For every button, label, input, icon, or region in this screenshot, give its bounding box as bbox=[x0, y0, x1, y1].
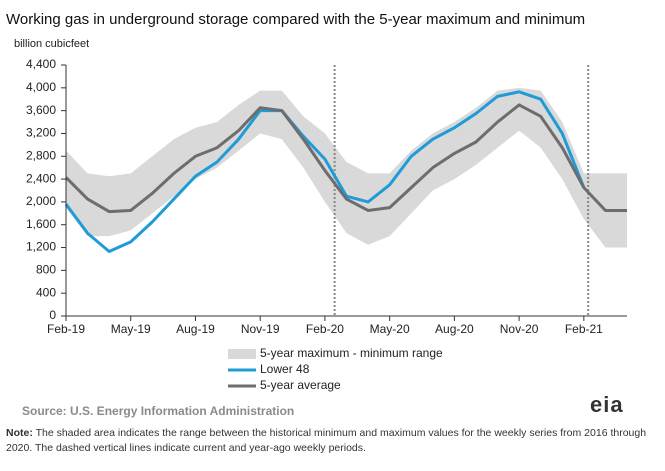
logo: eia bbox=[590, 392, 624, 417]
note-label: Note: bbox=[6, 427, 33, 439]
y-tick-label: 3,200 bbox=[26, 126, 56, 140]
x-tick-label: Nov-20 bbox=[500, 322, 539, 336]
note-text: The shaded area indicates the range betw… bbox=[6, 427, 647, 454]
y-tick-label: 1,600 bbox=[26, 217, 56, 231]
y-axis-label: billion cubicfeet bbox=[14, 38, 89, 50]
y-tick-label: 4,400 bbox=[26, 57, 56, 71]
series-line bbox=[64, 90, 586, 254]
source: Source: U.S. Energy Information Administ… bbox=[22, 404, 295, 418]
legend-label: Lower 48 bbox=[260, 362, 310, 376]
note: Note: The shaded area indicates the rang… bbox=[6, 426, 656, 456]
x-tick-label: May-20 bbox=[370, 322, 410, 336]
legend-label: 5-year maximum - minimum range bbox=[260, 346, 443, 360]
x-tick-label: Nov-19 bbox=[241, 322, 280, 336]
y-tick-label: 0 bbox=[49, 308, 56, 322]
x-tick-label: Feb-21 bbox=[565, 322, 603, 336]
x-tick-label: Feb-19 bbox=[47, 322, 85, 336]
y-tick-label: 1,200 bbox=[26, 240, 56, 254]
y-tick-label: 800 bbox=[36, 263, 56, 277]
y-tick-label: 3,600 bbox=[26, 103, 56, 117]
range-area bbox=[66, 87, 627, 248]
y-tick-label: 400 bbox=[36, 285, 56, 299]
x-tick-label: Aug-20 bbox=[435, 322, 474, 336]
legend-swatch bbox=[228, 349, 256, 359]
y-tick-label: 4,000 bbox=[26, 80, 56, 94]
x-tick-label: Aug-19 bbox=[176, 322, 215, 336]
y-tick-label: 2,000 bbox=[26, 194, 56, 208]
y-tick-label: 2,400 bbox=[26, 171, 56, 185]
y-tick-label: 2,800 bbox=[26, 148, 56, 162]
legend-label: 5-year average bbox=[260, 378, 341, 392]
series-line bbox=[64, 103, 627, 214]
x-tick-label: Feb-20 bbox=[306, 322, 344, 336]
x-tick-label: May-19 bbox=[111, 322, 151, 336]
chart-title: Working gas in underground storage compa… bbox=[6, 11, 585, 28]
